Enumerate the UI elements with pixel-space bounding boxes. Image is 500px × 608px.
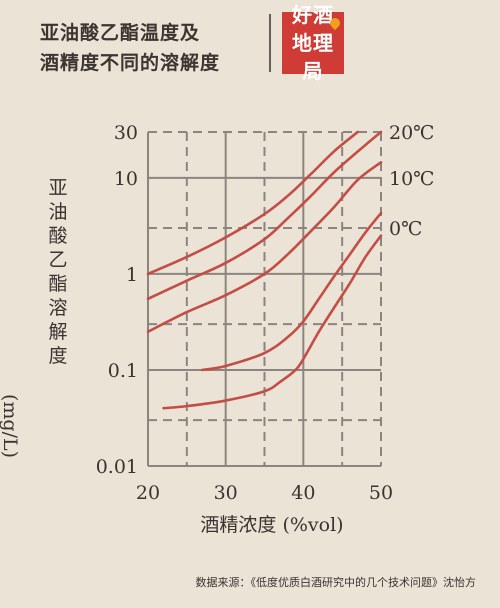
x-axis-label: 酒精浓度 (%vol) <box>200 514 343 536</box>
series-line-2 <box>146 161 383 334</box>
y-tick-label: 0.1 <box>108 360 138 382</box>
series-line-0 <box>146 130 359 276</box>
y-axis-label-text: 亚油酸乙酯溶解度 <box>48 177 68 367</box>
curve-label: 20℃ <box>389 122 434 144</box>
chart-curve-labels: 20℃ 10℃ 0℃ <box>389 122 434 240</box>
series-line-1 <box>146 130 383 301</box>
chart-ticks: 20 30 40 50 30 10 1 0.1 0.01 <box>96 122 393 504</box>
series-line-3 <box>201 211 383 372</box>
data-source-note: 数据来源：《低度优质白酒研究中的几个技术问题》沈怡方 <box>195 576 477 589</box>
y-tick-label: 1 <box>126 264 138 286</box>
logo-line2: 地理局 <box>292 31 334 83</box>
x-tick-label: 30 <box>214 482 238 504</box>
x-tick-label: 50 <box>369 482 393 504</box>
y-tick-label: 10 <box>114 168 138 190</box>
y-tick-label: 0.01 <box>96 456 138 478</box>
page-title-line2: 酒精度不同的溶解度 <box>40 52 221 74</box>
logo-line1: 好酒 <box>292 3 334 27</box>
page-title-line1: 亚油酸乙酯温度及 <box>40 22 201 44</box>
logo: 好酒 地理局 <box>282 3 344 83</box>
curve-label: 10℃ <box>389 168 434 190</box>
header-divider <box>269 14 271 72</box>
chart-curves <box>146 130 383 410</box>
x-tick-label: 40 <box>291 482 315 504</box>
chart-grid <box>147 131 382 467</box>
header: 亚油酸乙酯温度及 酒精度不同的溶解度 好酒 地理局 <box>0 0 500 84</box>
y-axis-label: 亚油酸乙酯溶解度 (mg/L) <box>0 176 80 458</box>
x-tick-label: 20 <box>136 482 160 504</box>
y-tick-label: 30 <box>114 122 138 144</box>
series-line-4 <box>162 234 383 410</box>
curve-label: 0℃ <box>389 218 422 240</box>
y-axis-label-unit: (mg/L) <box>0 394 21 459</box>
